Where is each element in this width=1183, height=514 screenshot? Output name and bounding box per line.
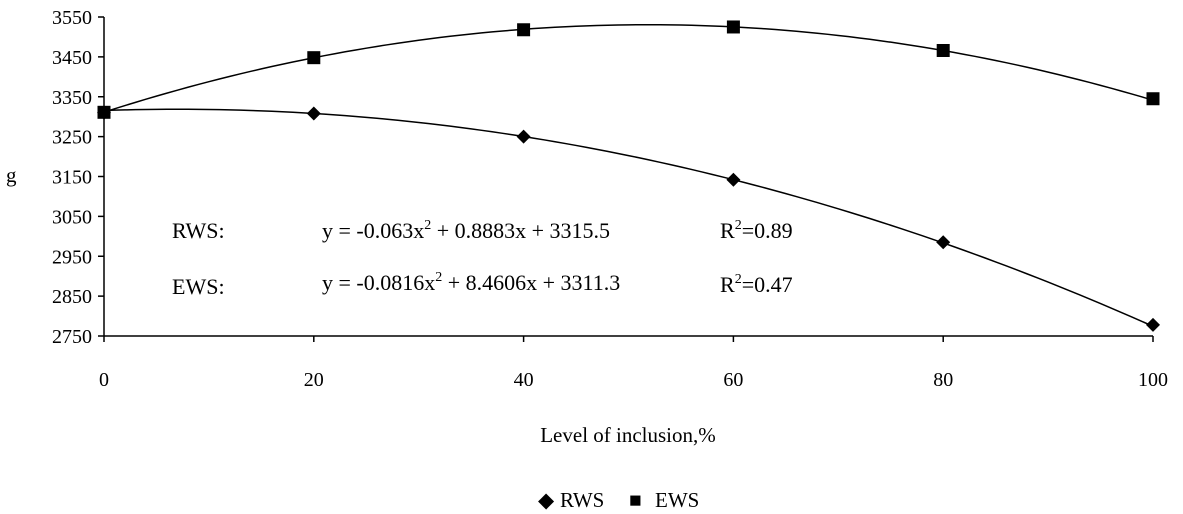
- x-tick-label: 40: [514, 369, 534, 391]
- annotation-ews-label: EWS:: [172, 274, 225, 299]
- annotation-rws-eq-main: y = -0.063x: [322, 218, 424, 243]
- annotation-rws-eq-sup: 2: [424, 218, 431, 233]
- data-point-ews: [936, 43, 950, 57]
- annotation-ews-r2: R2=0.47: [720, 272, 793, 297]
- x-ticks: 0 20 40 60 80 100: [99, 336, 1168, 391]
- x-tick-label: 20: [304, 369, 324, 391]
- annotation-ews-eq-sup: 2: [435, 270, 442, 285]
- data-point-rws: [516, 129, 531, 144]
- annotation-ews-r2-rest: =0.47: [742, 272, 793, 297]
- data-point-ews: [726, 20, 740, 34]
- x-tick-label: 100: [1138, 369, 1168, 391]
- annotation-rws-r2-rest: =0.89: [742, 218, 793, 243]
- legend-symbol-ews: ■: [629, 488, 642, 512]
- x-tick-label: 0: [99, 369, 109, 391]
- annotation-ews-r2-main: R: [720, 272, 735, 297]
- legend-label-rws: RWS: [560, 488, 604, 512]
- x-axis-label: Level of inclusion,%: [540, 423, 716, 447]
- trendline-ews: [103, 23, 1154, 113]
- annotation-ews-r2-sup: 2: [735, 272, 742, 287]
- annotation-ews-equation: y = -0.0816x2 + 8.4606x + 3311.3: [322, 270, 620, 295]
- y-tick-label: 3550: [52, 7, 92, 29]
- y-tick-label: 3150: [52, 167, 92, 189]
- trendline-rws: [103, 108, 1154, 327]
- data-point-rws: [306, 106, 321, 121]
- legend-label-ews: EWS: [655, 488, 699, 512]
- x-tick-label: 80: [933, 369, 953, 391]
- annotation-rws-r2-main: R: [720, 218, 735, 243]
- annotation-ews-eq-rest: + 8.4606x + 3311.3: [442, 270, 620, 295]
- annotation-ews: EWS: y = -0.0816x2 + 8.4606x + 3311.3 R2…: [172, 270, 793, 299]
- y-tick-label: 2750: [52, 326, 92, 348]
- y-tick-label: 3050: [52, 206, 92, 228]
- annotation-rws: RWS: y = -0.063x2 + 0.8883x + 3315.5 R2=…: [172, 218, 793, 243]
- y-tick-label: 3450: [52, 47, 92, 69]
- y-tick-label: 2950: [52, 246, 92, 268]
- y-tick-label: 3250: [52, 127, 92, 149]
- data-point-ews: [1146, 92, 1160, 106]
- annotation-ews-eq-main: y = -0.0816x: [322, 270, 435, 295]
- y-tick-label: 3350: [52, 87, 92, 109]
- trendlines: [103, 23, 1154, 327]
- data-point-ews: [97, 105, 111, 119]
- annotation-rws-r2-sup: 2: [735, 218, 742, 233]
- y-ticks: 2750 2850 2950 3050 3150 3250 3350 3450 3550: [52, 7, 104, 348]
- x-tick-label: 60: [723, 369, 743, 391]
- annotation-rws-label: RWS:: [172, 218, 225, 243]
- annotation-rws-r2: R2=0.89: [720, 218, 793, 243]
- annotation-rws-equation: y = -0.063x2 + 0.8883x + 3315.5: [322, 218, 610, 243]
- markers: [97, 20, 1160, 332]
- data-point-ews: [307, 51, 321, 65]
- legend-symbol-rws: ◆: [538, 488, 555, 512]
- data-point-rws: [936, 235, 951, 250]
- y-tick-label: 2850: [52, 286, 92, 308]
- y-axis-label: g: [6, 163, 17, 187]
- data-point-rws: [1146, 317, 1160, 332]
- data-point-ews: [517, 23, 531, 37]
- annotation-rws-eq-rest: + 0.8883x + 3315.5: [431, 218, 610, 243]
- data-point-rws: [726, 172, 741, 187]
- legend: ◆ RWS ■ EWS: [538, 488, 699, 512]
